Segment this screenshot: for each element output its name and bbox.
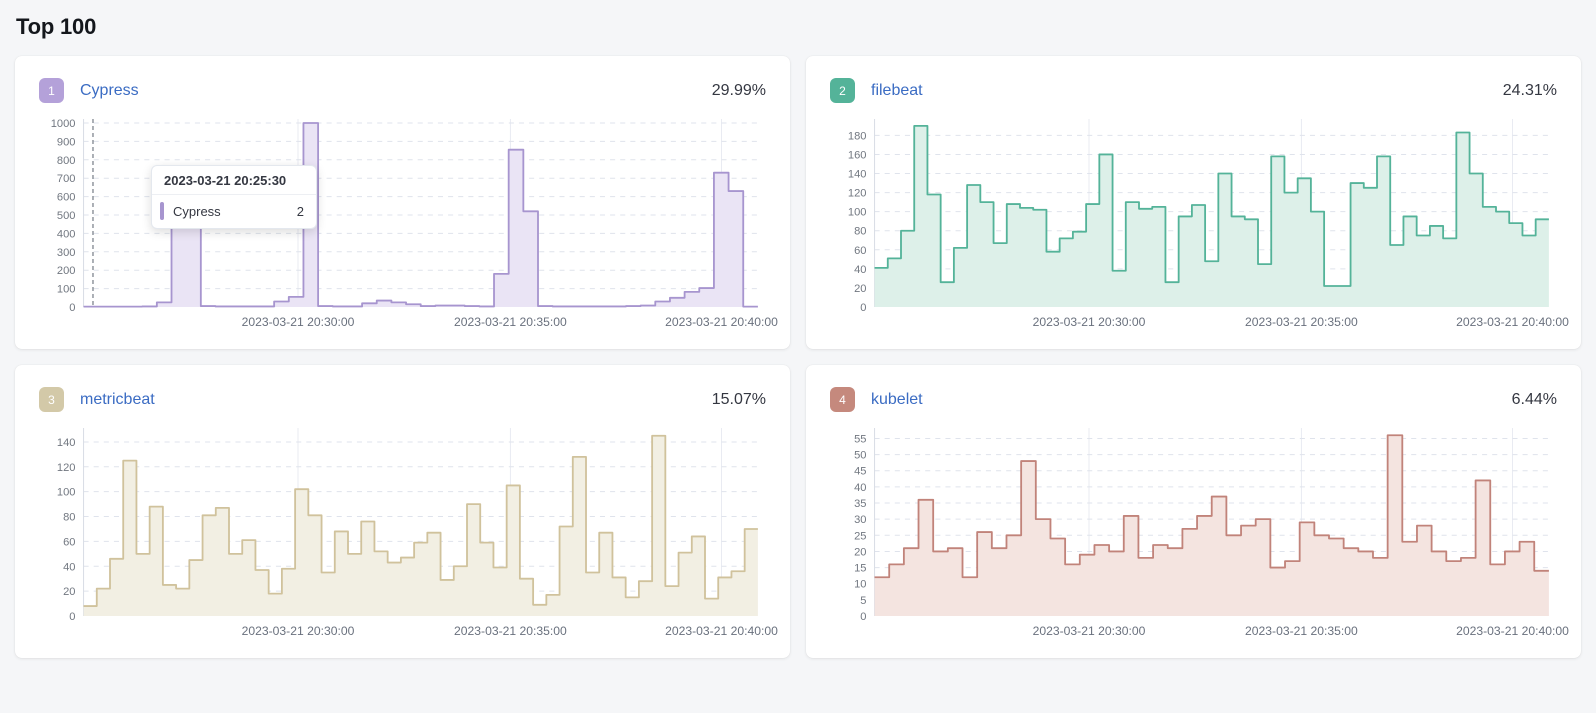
svg-text:2023-03-21 20:30:00: 2023-03-21 20:30:00 (1033, 624, 1146, 638)
svg-text:2023-03-21 20:40:00: 2023-03-21 20:40:00 (1456, 315, 1569, 329)
svg-text:100: 100 (57, 284, 76, 296)
rank-badge: 4 (830, 387, 855, 412)
step-area-chart[interactable]: 2023-03-21 20:30:00 2023-03-21 20:35:00 20… (39, 424, 778, 650)
percent-value: 6.44% (1511, 390, 1557, 408)
chart-card-filebeat: 2 filebeat 24.31% 2023-03-21 20:30:00 202… (806, 56, 1581, 349)
svg-text:15: 15 (854, 563, 866, 575)
chart-area[interactable]: 2023-03-21 20:30:00 2023-03-21 20:35:00 20… (39, 115, 778, 341)
svg-text:40: 40 (854, 482, 866, 494)
svg-text:0: 0 (860, 611, 866, 623)
svg-text:2023-03-21 20:30:00: 2023-03-21 20:30:00 (1033, 315, 1146, 329)
svg-text:10: 10 (854, 579, 866, 591)
svg-text:200: 200 (57, 265, 76, 277)
svg-text:60: 60 (854, 245, 866, 257)
svg-text:2023-03-21 20:40:00: 2023-03-21 20:40:00 (665, 624, 778, 638)
page-title: Top 100 (16, 14, 97, 39)
chart-tooltip: 2023-03-21 20:25:30 Cypress 2 (151, 165, 317, 229)
svg-text:45: 45 (854, 466, 866, 478)
svg-text:300: 300 (57, 247, 76, 259)
card-header: 3 metricbeat 15.07% (39, 387, 766, 412)
tooltip-row: Cypress 2 (152, 195, 316, 228)
series-link[interactable]: metricbeat (80, 390, 155, 408)
percent-value: 29.99% (711, 81, 766, 99)
svg-text:20: 20 (63, 586, 75, 598)
svg-text:5: 5 (860, 595, 866, 607)
svg-text:0: 0 (69, 302, 75, 314)
series-link[interactable]: Cypress (80, 81, 139, 99)
percent-value: 15.07% (711, 390, 766, 408)
svg-text:40: 40 (63, 561, 75, 573)
tooltip-series-label: Cypress (173, 203, 221, 219)
chart-card-metricbeat: 3 metricbeat 15.07% 2023-03-21 20:30:00 2… (15, 365, 790, 658)
tooltip-series-value: 2 (296, 203, 304, 219)
svg-text:80: 80 (63, 512, 75, 524)
tooltip-series-marker (160, 202, 164, 220)
step-area-chart[interactable]: 2023-03-21 20:30:00 2023-03-21 20:35:00 20… (39, 115, 778, 341)
svg-text:2023-03-21 20:35:00: 2023-03-21 20:35:00 (1245, 315, 1358, 329)
svg-text:2023-03-21 20:30:00: 2023-03-21 20:30:00 (242, 624, 355, 638)
svg-text:80: 80 (854, 226, 866, 238)
chart-area[interactable]: 2023-03-21 20:30:00 2023-03-21 20:35:00 20… (830, 115, 1569, 341)
series-link[interactable]: kubelet (871, 390, 923, 408)
svg-text:800: 800 (57, 155, 76, 167)
series-link[interactable]: filebeat (871, 81, 923, 99)
chart-area[interactable]: 2023-03-21 20:30:00 2023-03-21 20:35:00 20… (830, 424, 1569, 650)
rank-badge: 2 (830, 78, 855, 103)
svg-text:25: 25 (854, 530, 866, 542)
svg-text:160: 160 (848, 150, 867, 162)
rank-badge: 1 (39, 78, 64, 103)
svg-text:20: 20 (854, 546, 866, 558)
svg-text:140: 140 (57, 437, 76, 449)
svg-text:2023-03-21 20:40:00: 2023-03-21 20:40:00 (1456, 624, 1569, 638)
svg-text:2023-03-21 20:30:00: 2023-03-21 20:30:00 (242, 315, 355, 329)
svg-text:0: 0 (69, 611, 75, 623)
card-header: 4 kubelet 6.44% (830, 387, 1557, 412)
svg-text:400: 400 (57, 228, 76, 240)
svg-text:20: 20 (854, 283, 866, 295)
step-area-chart[interactable]: 2023-03-21 20:30:00 2023-03-21 20:35:00 20… (830, 424, 1569, 650)
svg-text:60: 60 (63, 536, 75, 548)
svg-text:2023-03-21 20:40:00: 2023-03-21 20:40:00 (665, 315, 778, 329)
svg-text:2023-03-21 20:35:00: 2023-03-21 20:35:00 (454, 624, 567, 638)
svg-text:600: 600 (57, 192, 76, 204)
card-header: 2 filebeat 24.31% (830, 78, 1557, 103)
svg-text:0: 0 (860, 302, 866, 314)
svg-text:900: 900 (57, 136, 76, 148)
svg-text:1000: 1000 (51, 118, 76, 130)
tooltip-timestamp: 2023-03-21 20:25:30 (152, 166, 316, 195)
svg-text:700: 700 (57, 173, 76, 185)
cards-grid: 1 Cypress 29.99% 2023-03-21 20:30:00 2023… (0, 56, 1596, 673)
svg-text:500: 500 (57, 210, 76, 222)
step-area-chart[interactable]: 2023-03-21 20:30:00 2023-03-21 20:35:00 20… (830, 115, 1569, 341)
svg-text:30: 30 (854, 514, 866, 526)
chart-card-kubelet: 4 kubelet 6.44% 2023-03-21 20:30:00 2023-… (806, 365, 1581, 658)
chart-area[interactable]: 2023-03-21 20:30:00 2023-03-21 20:35:00 20… (39, 424, 778, 650)
chart-card-cypress: 1 Cypress 29.99% 2023-03-21 20:30:00 2023… (15, 56, 790, 349)
svg-text:180: 180 (848, 130, 867, 142)
svg-text:120: 120 (57, 462, 76, 474)
svg-text:140: 140 (848, 169, 867, 181)
svg-text:2023-03-21 20:35:00: 2023-03-21 20:35:00 (454, 315, 567, 329)
svg-text:100: 100 (848, 207, 867, 219)
svg-text:120: 120 (848, 188, 867, 200)
svg-text:55: 55 (854, 434, 866, 446)
svg-text:2023-03-21 20:35:00: 2023-03-21 20:35:00 (1245, 624, 1358, 638)
svg-text:50: 50 (854, 450, 866, 462)
percent-value: 24.31% (1502, 81, 1557, 99)
svg-text:40: 40 (854, 264, 866, 276)
rank-badge: 3 (39, 387, 64, 412)
svg-text:35: 35 (854, 498, 866, 510)
card-header: 1 Cypress 29.99% (39, 78, 766, 103)
svg-text:100: 100 (57, 487, 76, 499)
